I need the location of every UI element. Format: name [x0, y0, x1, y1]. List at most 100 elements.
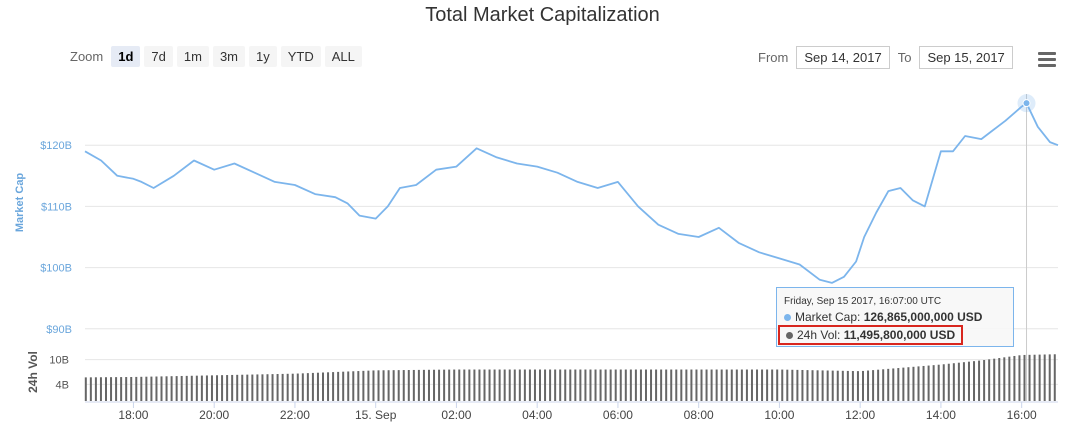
volume-bar — [443, 369, 446, 401]
volume-bar — [175, 376, 178, 401]
volume-bar — [322, 372, 325, 401]
zoom-3m-button[interactable]: 3m — [212, 46, 245, 67]
chart-title: Total Market Capitalization — [425, 4, 660, 26]
volume-bar — [195, 375, 198, 401]
market-cap-dot-icon — [784, 314, 791, 322]
volume-bar — [276, 374, 279, 401]
volume-bar — [791, 369, 794, 401]
volume-bar — [89, 377, 92, 401]
volume-bar — [660, 369, 663, 401]
volume-bar — [549, 369, 552, 401]
x-tick-label: 06:00 — [603, 408, 633, 422]
volume-bar — [286, 373, 289, 401]
volume-bar — [544, 369, 547, 401]
volume-bar — [402, 370, 405, 401]
volume-bar — [528, 369, 531, 401]
volume-bar — [205, 375, 208, 401]
tooltip-market-cap-label: Market Cap: — [795, 310, 861, 324]
volume-bar — [165, 376, 168, 401]
x-tick-label: 12:00 — [845, 408, 875, 422]
volume-bar — [725, 369, 728, 401]
volume-bar — [826, 370, 829, 401]
volume-bar — [700, 369, 703, 401]
volume-bar — [831, 370, 834, 401]
x-tick-label: 02:00 — [441, 408, 471, 422]
zoom-1m-button[interactable]: 1m — [176, 46, 209, 67]
tooltip-volume-label: 24h Vol: — [797, 328, 841, 342]
volume-bar — [362, 370, 365, 401]
volume-bar — [614, 369, 617, 401]
volume-bar — [412, 369, 415, 401]
tooltip-volume-row: 24h Vol: 11,495,800,000 USD — [778, 325, 964, 345]
from-date-input[interactable]: Sep 14, 2017 — [796, 46, 890, 69]
volume-bar — [907, 367, 910, 401]
volume-bar — [735, 369, 738, 401]
volume-bar — [993, 358, 996, 401]
volume-bar — [750, 369, 753, 401]
volume-bar — [836, 370, 839, 401]
highlight-point — [1022, 99, 1031, 108]
hamburger-menu-icon[interactable] — [1038, 52, 1056, 70]
tooltip-date: Friday, Sep 15 2017, 16:07:00 UTC — [784, 296, 942, 307]
volume-bar — [125, 377, 128, 401]
volume-bar — [650, 369, 653, 401]
volume-bar — [508, 369, 511, 401]
volume-bar — [231, 374, 234, 401]
volume-bar — [438, 369, 441, 401]
volume-bar — [771, 369, 774, 401]
tooltip-market-cap-value: 126,865,000,000 USD — [863, 310, 983, 324]
volume-bar — [710, 369, 713, 401]
volume-bar — [327, 372, 330, 401]
volume-bar — [523, 369, 526, 401]
zoom-1y-button[interactable]: 1y — [249, 46, 277, 67]
volume-bar — [281, 373, 284, 401]
volume-bar — [1003, 357, 1006, 401]
y-axis-title: Market Cap — [14, 173, 26, 233]
volume-bar — [655, 369, 658, 401]
zoom-all-button[interactable]: ALL — [324, 46, 362, 67]
zoom-ytd-button[interactable]: YTD — [280, 46, 321, 67]
volume-bar — [962, 362, 965, 401]
volume-bar — [256, 374, 259, 401]
tooltip-market-cap-row: Market Cap: 126,865,000,000 USD — [784, 310, 982, 324]
volume-bar — [882, 369, 885, 401]
volume-bar — [629, 369, 632, 401]
volume-bar — [453, 369, 456, 401]
volume-bar — [458, 369, 461, 401]
volume-bar — [776, 369, 779, 401]
volume-bar — [367, 370, 370, 401]
volume-bar — [877, 369, 880, 401]
to-date-input[interactable]: Sep 15, 2017 — [919, 46, 1013, 69]
x-tick-label: 04:00 — [522, 408, 552, 422]
volume-bar — [246, 374, 249, 401]
volume-bar — [316, 372, 319, 401]
volume-bar — [352, 371, 355, 401]
volume-bar — [130, 376, 133, 401]
volume-bar — [745, 369, 748, 401]
volume-bar — [634, 369, 637, 401]
volume-bar — [311, 372, 314, 401]
volume-bar — [478, 369, 481, 401]
volume-bar — [301, 373, 304, 401]
volume-bar — [846, 370, 849, 401]
volume-bar — [644, 369, 647, 401]
volume-bar — [1048, 354, 1051, 401]
volume-bar — [740, 369, 743, 401]
volume-bar — [599, 369, 602, 401]
volume-bar — [1053, 354, 1056, 401]
volume-bar — [761, 369, 764, 401]
zoom-7d-button[interactable]: 7d — [144, 46, 173, 67]
volume-bar — [851, 371, 854, 401]
volume-bar — [947, 363, 950, 401]
zoom-1d-button[interactable]: 1d — [111, 46, 141, 67]
volume-bar — [872, 370, 875, 401]
volume-bar — [261, 374, 264, 401]
volume-tick-label: 10B — [49, 355, 69, 367]
volume-dot-icon — [786, 332, 793, 340]
volume-bar — [957, 362, 960, 401]
volume-bar — [942, 364, 945, 401]
volume-bar — [387, 370, 390, 401]
volume-bar — [1023, 354, 1026, 401]
volume-tick-label: 4B — [56, 379, 69, 391]
